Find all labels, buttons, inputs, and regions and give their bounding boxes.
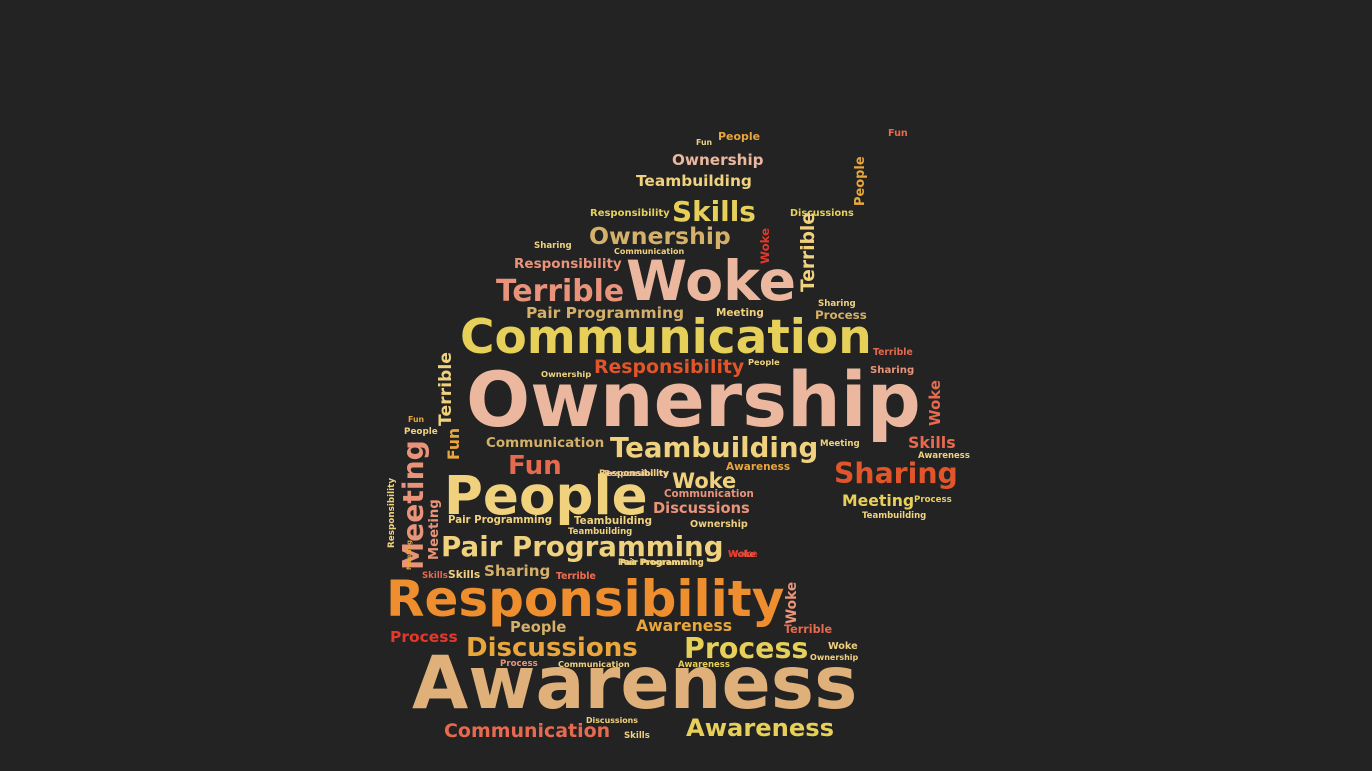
cloud-word-responsibility: Responsibility — [590, 208, 670, 219]
cloud-word-meeting: Meeting — [427, 499, 442, 560]
cloud-word-awareness: Awareness — [918, 450, 970, 460]
cloud-word-meeting: Meeting — [842, 491, 915, 510]
cloud-word-communication: Communication — [486, 435, 605, 451]
cloud-word-terrible: Terrible — [556, 570, 596, 582]
cloud-word-skills: Skills — [448, 567, 481, 581]
cloud-word-terrible: Terrible — [496, 274, 625, 309]
cloud-word-ownership: Ownership — [589, 222, 731, 250]
cloud-word-terrible: Terrible — [873, 346, 913, 358]
cloud-word-awareness: Awareness — [636, 616, 733, 635]
cloud-word-ownership: Ownership — [810, 653, 859, 662]
cloud-word-awareness: Awareness — [412, 640, 858, 726]
cloud-word-people: People — [748, 357, 780, 367]
cloud-word-pair-programming: Pair Programming — [441, 530, 724, 563]
cloud-word-terrible: Terrible — [556, 570, 596, 582]
cloud-word-ownership: Ownership — [690, 519, 748, 530]
cloud-word-people: People — [444, 464, 648, 527]
cloud-word-awareness: Awareness — [678, 659, 730, 669]
cloud-word-communication: Communication — [460, 309, 872, 365]
cloud-word-discussions: Discussions — [466, 633, 638, 663]
cloud-word-woke: Woke — [758, 227, 772, 264]
cloud-word-woke: Woke — [672, 468, 737, 493]
cloud-word-meeting: Meeting — [716, 307, 764, 319]
cloud-word-terrible: Terrible — [798, 212, 819, 292]
cloud-word-pair-programming: Pair Programming — [620, 557, 704, 567]
cloud-word-pair-programming: Pair Programming — [526, 303, 685, 322]
cloud-word-process: Process — [815, 308, 867, 322]
cloud-word-communication: Communication — [444, 719, 611, 742]
cloud-word-skills: Skills — [422, 570, 448, 581]
cloud-word-people: People — [853, 156, 868, 206]
cloud-word-process: Process — [914, 494, 952, 505]
cloud-word-sharing: Sharing — [484, 561, 551, 580]
cloud-word-responsibility: Responsibility — [514, 256, 622, 272]
cloud-word-process: Process — [500, 658, 538, 669]
cloud-word-woke: Woke — [728, 549, 758, 560]
cloud-word-terrible: Terrible — [784, 622, 833, 636]
cloud-word-teambuilding: Teambuilding — [568, 526, 633, 537]
cloud-word-discussions: Discussions — [586, 716, 638, 725]
cloud-word-fun: Fun — [408, 415, 425, 424]
cloud-word-responsibility: Responsibility — [594, 356, 745, 378]
cloud-word-woke: Woke — [784, 581, 800, 624]
cloud-word-responsibility: Responsibility — [604, 469, 669, 478]
cloud-word-meeting: Meeting — [820, 438, 860, 449]
cloud-word-teambuilding: Teambuilding — [636, 171, 752, 190]
cloud-word-fun: Fun — [444, 427, 463, 460]
cloud-word-skills: Skills — [672, 195, 756, 228]
cloud-word-people: People — [718, 129, 761, 143]
cloud-word-ownership: Ownership — [466, 356, 921, 444]
cloud-word-pair-programming: Pair Programming — [448, 515, 553, 526]
cloud-word-process: Process — [684, 632, 809, 665]
cloud-word-meeting: Meeting — [405, 540, 413, 570]
cloud-word-teambuilding: Teambuilding — [574, 515, 653, 527]
cloud-word-sharing: Sharing — [834, 457, 958, 490]
cloud-word-teambuilding: Teambuilding — [862, 510, 927, 521]
cloud-word-skills: Skills — [624, 730, 650, 741]
cloud-word-discussions: Discussions — [790, 208, 854, 219]
cloud-word-woke: Woke — [626, 249, 797, 314]
cloud-word-woke: Woke — [828, 641, 858, 652]
cloud-word-communication: Communication — [664, 488, 754, 500]
cloud-word-terrible: Terrible — [436, 352, 456, 426]
cloud-word-fun: Fun — [888, 128, 908, 139]
cloud-word-awareness: Awareness — [686, 714, 835, 742]
cloud-word-people: People — [510, 618, 567, 636]
cloud-word-awareness: Awareness — [726, 461, 791, 473]
cloud-word-sharing: Sharing — [818, 298, 856, 309]
cloud-word-process: Process — [390, 627, 458, 646]
cloud-word-woke: Woke — [926, 379, 944, 426]
cloud-word-pair-programming: Pair Programming — [618, 557, 704, 567]
cloud-word-sharing: Sharing — [870, 365, 915, 376]
cloud-word-responsibility: Responsibility — [386, 570, 785, 628]
cloud-word-fun: Fun — [508, 451, 562, 481]
cloud-word-responsibility: Responsibility — [599, 468, 670, 479]
cloud-word-discussions: Discussions — [653, 499, 750, 517]
cloud-word-fun: Fun — [696, 138, 713, 147]
cloud-word-ownership: Ownership — [541, 369, 592, 379]
cloud-word-communication: Communication — [558, 659, 630, 669]
cloud-word-people: People — [404, 426, 438, 437]
cloud-word-responsibility: Responsibility — [387, 477, 397, 548]
cloud-word-communication: Communication — [614, 247, 685, 256]
cloud-word-teambuilding: Teambuilding — [610, 431, 819, 464]
cloud-word-woke: Woke — [728, 549, 756, 560]
cloud-word-sharing: Sharing — [534, 240, 572, 251]
cloud-word-ownership: Ownership — [672, 150, 764, 169]
cloud-word-skills: Skills — [908, 433, 956, 452]
